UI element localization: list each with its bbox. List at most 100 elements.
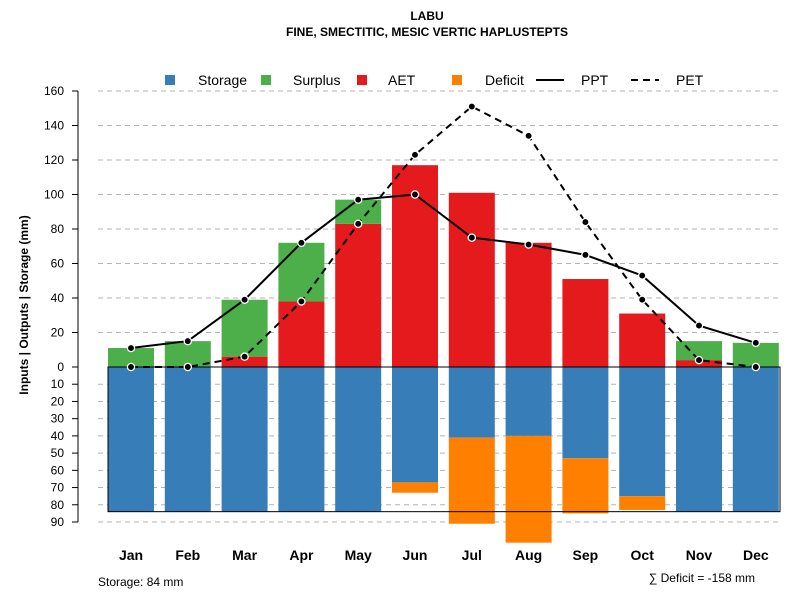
point-ppt-dec xyxy=(751,338,761,348)
y-tick-label-top-20: 20 xyxy=(51,326,65,340)
chart-title: LABU xyxy=(410,9,443,23)
bar-deficit-jun xyxy=(392,482,438,493)
point-pet-nov xyxy=(694,355,704,365)
y-axis-label: Inputs | Outputs | Storage (mm) xyxy=(17,215,31,394)
y-tick-label-bottom-50: 50 xyxy=(51,446,65,460)
storage-capacity-box xyxy=(107,366,781,513)
bar-storage-aug xyxy=(505,367,552,436)
legend-label-pet: PET xyxy=(676,72,704,88)
bar-deficit-oct xyxy=(619,496,666,510)
point-ppt-jan xyxy=(126,343,136,353)
bar-deficit-jul xyxy=(448,437,495,524)
bar-storage-mar xyxy=(221,367,268,512)
bar-storage-jan xyxy=(108,367,154,512)
y-tick-label-bottom-90: 90 xyxy=(51,515,65,529)
point-pet-jul xyxy=(467,102,477,111)
bar-aet-jul xyxy=(448,192,495,367)
x-tick-label-apr: Apr xyxy=(289,547,314,563)
grid-lines xyxy=(98,90,782,523)
x-tick-label-mar: Mar xyxy=(232,547,257,563)
y-tick-label-bottom-70: 70 xyxy=(51,481,65,495)
bar-storage-apr xyxy=(278,367,325,512)
bar-storage-nov xyxy=(676,367,722,512)
legend-item-ppt: PPT xyxy=(536,72,609,88)
bar-aet-jun xyxy=(392,165,438,367)
point-ppt-mar xyxy=(240,295,249,304)
point-ppt-oct xyxy=(637,271,647,280)
chart-subtitle: FINE, SMECTITIC, MESIC VERTIC HAPLUSTEPT… xyxy=(286,25,568,39)
deficit-note: ∑ Deficit = -158 mm xyxy=(649,571,755,585)
y-tick-label-top-0: 0 xyxy=(57,360,64,374)
point-ppt-feb xyxy=(183,336,193,346)
point-pet-jun xyxy=(410,150,420,160)
point-pet-dec xyxy=(751,362,761,372)
point-ppt-nov xyxy=(694,321,704,330)
legend-swatch-deficit xyxy=(452,75,462,85)
x-tick-label-jul: Jul xyxy=(462,547,482,563)
bar-aet-sep xyxy=(562,279,609,367)
bars xyxy=(107,165,781,543)
bar-deficit-sep xyxy=(562,458,609,514)
x-tick-label-nov: Nov xyxy=(686,547,713,563)
x-tick-label-jan: Jan xyxy=(119,547,143,563)
storage-note: Storage: 84 mm xyxy=(98,575,183,589)
bar-surplus-jan xyxy=(108,348,154,367)
bar-storage-oct xyxy=(619,367,666,497)
bar-storage-dec xyxy=(732,367,779,512)
point-pet-oct xyxy=(637,295,647,304)
point-ppt-jun xyxy=(410,190,420,199)
bar-storage-jul xyxy=(448,367,495,438)
bar-surplus-feb xyxy=(164,341,211,367)
y-tick-label-bottom-40: 40 xyxy=(51,429,65,443)
y-tick-label-bottom-30: 30 xyxy=(51,412,65,426)
legend-item-surplus: Surplus xyxy=(261,72,340,88)
y-tick-label-bottom-10: 10 xyxy=(51,377,65,391)
y-tick-label-top-140: 140 xyxy=(44,119,64,133)
bar-surplus-apr xyxy=(278,242,325,302)
line-ppt xyxy=(130,193,757,349)
series-lines xyxy=(126,102,761,372)
legend: Storage Surplus AET Deficit PPT PET xyxy=(165,72,704,88)
legend-swatch-aet xyxy=(357,75,367,85)
legend-label-aet: AET xyxy=(388,72,416,88)
y-tick-label-top-80: 80 xyxy=(51,222,65,236)
bar-storage-sep xyxy=(562,367,609,459)
point-pet-jan xyxy=(126,362,136,372)
bar-storage-jun xyxy=(392,367,438,483)
bar-aet-oct xyxy=(619,313,666,367)
x-tick-label-jun: Jun xyxy=(403,547,428,563)
legend-swatch-surplus xyxy=(261,75,271,85)
axes: 0 20 40 60 80 100 120 140 160 10 20 30 40 50 60 70 80 90 J… xyxy=(44,84,769,563)
bar-aet-apr xyxy=(278,301,325,367)
bar-storage-may xyxy=(335,367,382,512)
bar-aet-aug xyxy=(505,242,552,367)
legend-item-pet: PET xyxy=(631,72,704,88)
legend-label-storage: Storage xyxy=(198,72,247,88)
point-pet-mar xyxy=(240,352,249,361)
y-tick-label-bottom-60: 60 xyxy=(51,463,65,477)
point-pet-aug xyxy=(524,131,533,141)
y-tick-label-top-40: 40 xyxy=(51,291,65,305)
y-tick-label-bottom-20: 20 xyxy=(51,394,65,408)
bar-surplus-mar xyxy=(221,299,268,357)
y-tick-label-top-160: 160 xyxy=(44,84,64,98)
x-tick-label-aug: Aug xyxy=(515,547,542,563)
point-ppt-jul xyxy=(467,233,477,242)
bar-storage-feb xyxy=(164,367,211,512)
legend-label-surplus: Surplus xyxy=(293,72,340,88)
x-tick-label-feb: Feb xyxy=(175,547,200,563)
x-tick-label-oct: Oct xyxy=(631,547,655,563)
x-tick-label-dec: Dec xyxy=(743,547,769,563)
point-ppt-apr xyxy=(297,238,306,248)
point-ppt-may xyxy=(353,195,363,204)
legend-item-deficit: Deficit xyxy=(452,72,524,88)
x-tick-label-may: May xyxy=(345,547,372,563)
y-tick-label-top-60: 60 xyxy=(51,257,65,271)
bar-aet-may xyxy=(335,223,382,367)
legend-item-storage: Storage xyxy=(165,72,247,88)
point-ppt-aug xyxy=(524,240,533,249)
y-tick-label-top-120: 120 xyxy=(44,153,64,167)
bar-surplus-nov xyxy=(676,341,722,361)
y-tick-label-bottom-80: 80 xyxy=(51,498,65,512)
